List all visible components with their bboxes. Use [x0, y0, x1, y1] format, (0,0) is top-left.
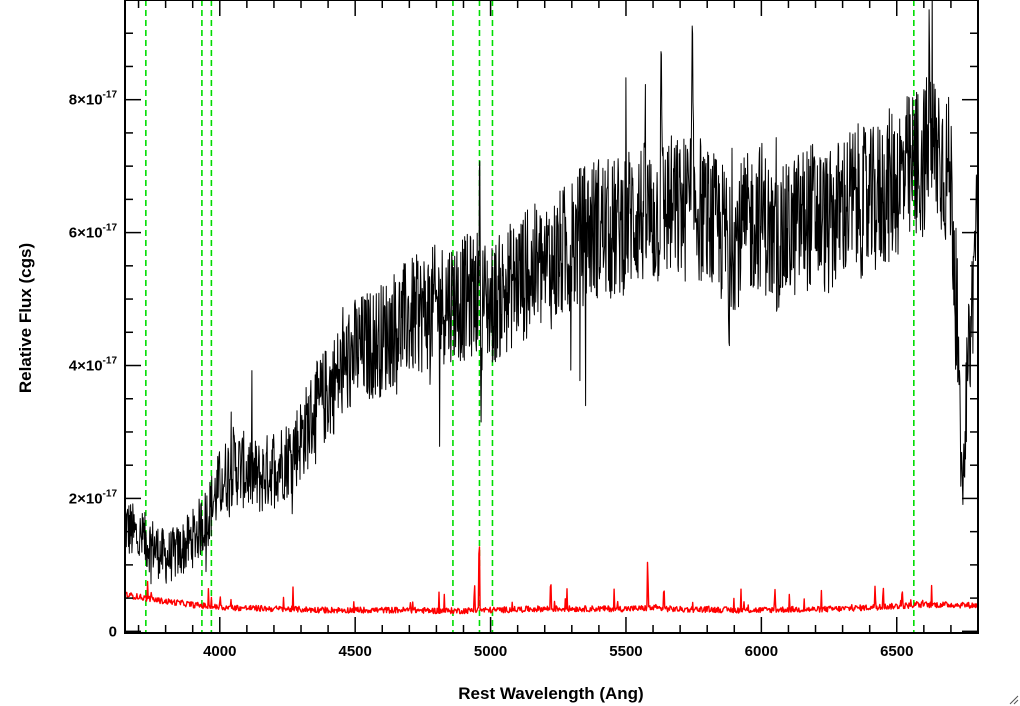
- resize-grip-icon: [1009, 695, 1019, 705]
- y-tick-mantissa: 6×10: [69, 225, 103, 242]
- y-tick-label: 8×10-17: [69, 90, 118, 109]
- plot-frame: [124, 0, 979, 634]
- y-tick-mantissa: 4×10: [69, 358, 103, 375]
- x-axis-title: Rest Wavelength (Ang): [458, 684, 643, 703]
- plot-axes: [124, 0, 979, 634]
- x-tick-label: 6500: [880, 643, 913, 660]
- y-axis-ticks: 02×10-174×10-176×10-178×10-17: [69, 32, 978, 640]
- y-tick-exponent: -17: [103, 223, 118, 234]
- y-tick-mantissa: 2×10: [69, 490, 103, 507]
- y-tick-label: 6×10-17: [69, 223, 118, 242]
- y-tick-mantissa: 8×10: [69, 92, 103, 109]
- y-tick-label: 0: [109, 623, 117, 640]
- spectrum-series: [125, 0, 978, 615]
- x-tick-label: 6000: [745, 643, 778, 660]
- x-axis-ticks: 4000 4500 5000 5500 6000 6500: [137, 0, 979, 660]
- y-tick-exponent: -17: [103, 90, 118, 101]
- y-axis-title: Relative Flux (cgs): [16, 243, 35, 393]
- y-tick-mantissa: 0: [109, 623, 117, 640]
- y-tick-label: 4×10-17: [69, 356, 118, 375]
- emission-line-markers: [145, 0, 915, 633]
- y-tick-exponent: -17: [103, 356, 118, 367]
- x-tick-label: 5000: [474, 643, 507, 660]
- series-line-0: [125, 0, 978, 585]
- series-line-1: [125, 546, 978, 615]
- x-tick-label: 4000: [203, 643, 236, 660]
- y-tick-label: 2×10-17: [69, 488, 118, 507]
- x-tick-label: 5500: [609, 643, 642, 660]
- x-tick-label: 4500: [338, 643, 371, 660]
- y-tick-exponent: -17: [103, 488, 118, 499]
